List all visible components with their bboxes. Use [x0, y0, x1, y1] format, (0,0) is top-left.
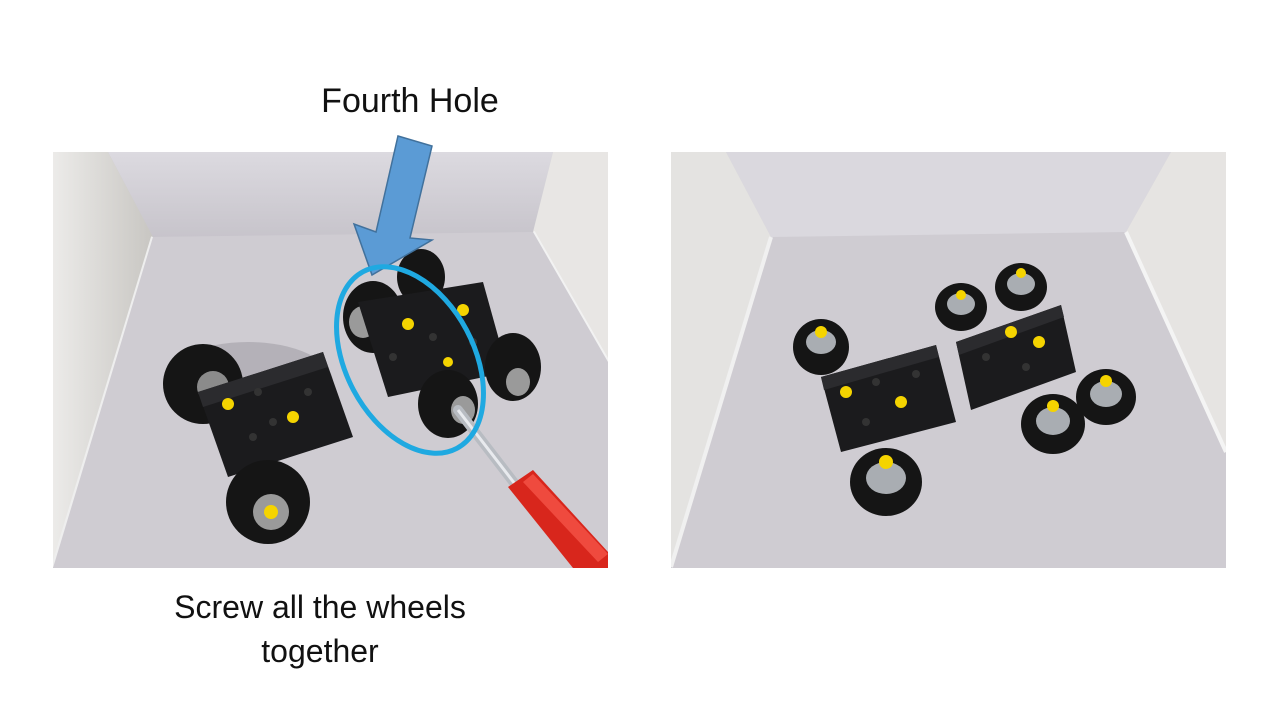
loose-wheels [793, 263, 1136, 516]
left-brick-assembly [163, 342, 353, 544]
loose-bricks [821, 305, 1076, 452]
instruction-caption: Screw all the wheels together [110, 585, 530, 673]
assembly-photo-left [53, 152, 608, 568]
instruction-caption-line2: together [261, 633, 379, 669]
fourth-hole-label: Fourth Hole [321, 82, 499, 120]
parts-photo-right [671, 152, 1226, 568]
instruction-caption-line1: Screw all the wheels [174, 589, 466, 625]
